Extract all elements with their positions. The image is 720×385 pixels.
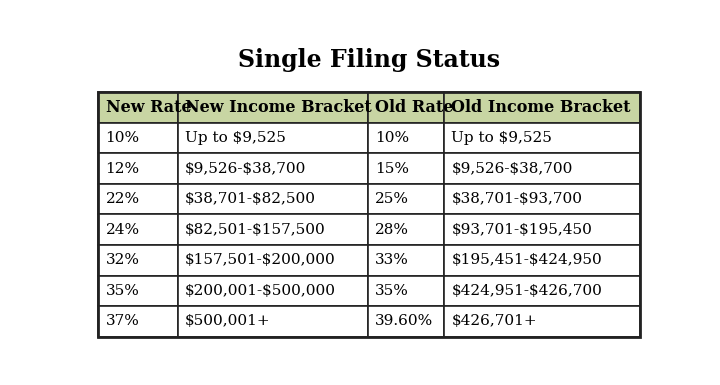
Text: $426,701+: $426,701+ (451, 315, 537, 328)
Text: $195,451-$424,950: $195,451-$424,950 (451, 253, 602, 267)
Text: $82,501-$157,500: $82,501-$157,500 (185, 223, 325, 237)
Bar (444, 184, 639, 214)
Bar (368, 123, 444, 153)
Bar (99, 153, 178, 184)
Text: Up to $9,525: Up to $9,525 (185, 131, 286, 145)
Bar (178, 184, 368, 214)
Text: $157,501-$200,000: $157,501-$200,000 (185, 253, 336, 267)
Bar (444, 276, 639, 306)
Bar (178, 214, 368, 245)
Text: $9,526-$38,700: $9,526-$38,700 (451, 162, 572, 176)
Text: $93,701-$195,450: $93,701-$195,450 (451, 223, 593, 237)
Bar (99, 306, 178, 337)
Bar (368, 92, 444, 123)
Text: 15%: 15% (375, 162, 409, 176)
Text: 28%: 28% (375, 223, 409, 237)
Text: 12%: 12% (106, 162, 140, 176)
Bar (178, 123, 368, 153)
Bar (368, 276, 444, 306)
Text: 39.60%: 39.60% (375, 315, 433, 328)
Bar (368, 306, 444, 337)
Text: New Income Bracket: New Income Bracket (185, 99, 372, 116)
Text: 10%: 10% (106, 131, 140, 145)
Bar (178, 92, 368, 123)
Bar (368, 245, 444, 276)
Text: 32%: 32% (106, 253, 140, 267)
Text: Up to $9,525: Up to $9,525 (451, 131, 552, 145)
Text: $38,701-$93,700: $38,701-$93,700 (451, 192, 582, 206)
Text: 10%: 10% (375, 131, 409, 145)
Text: 37%: 37% (106, 315, 140, 328)
Text: $424,951-$426,700: $424,951-$426,700 (451, 284, 602, 298)
Bar (178, 276, 368, 306)
Text: 33%: 33% (375, 253, 409, 267)
Bar (368, 184, 444, 214)
Bar (444, 92, 639, 123)
Text: $500,001+: $500,001+ (185, 315, 271, 328)
Text: 24%: 24% (106, 223, 140, 237)
Bar (99, 123, 178, 153)
Text: 35%: 35% (106, 284, 140, 298)
Text: 22%: 22% (106, 192, 140, 206)
Bar (444, 245, 639, 276)
Bar (444, 123, 639, 153)
Bar (368, 214, 444, 245)
Text: Old Income Bracket: Old Income Bracket (451, 99, 631, 116)
Bar (99, 184, 178, 214)
Bar (178, 245, 368, 276)
Text: 35%: 35% (375, 284, 409, 298)
Text: $200,001-$500,000: $200,001-$500,000 (185, 284, 336, 298)
Bar (99, 245, 178, 276)
Bar (178, 153, 368, 184)
Bar (99, 276, 178, 306)
Bar (368, 153, 444, 184)
Bar (178, 306, 368, 337)
Bar (444, 153, 639, 184)
Text: $9,526-$38,700: $9,526-$38,700 (185, 162, 306, 176)
Bar (99, 92, 639, 337)
Bar (99, 214, 178, 245)
Bar (99, 92, 178, 123)
Text: Single Filing Status: Single Filing Status (238, 47, 500, 72)
Text: $38,701-$82,500: $38,701-$82,500 (185, 192, 316, 206)
Text: New Rate: New Rate (106, 99, 192, 116)
Text: Old Rate: Old Rate (375, 99, 453, 116)
Text: 25%: 25% (375, 192, 409, 206)
Bar (444, 306, 639, 337)
Bar (444, 214, 639, 245)
